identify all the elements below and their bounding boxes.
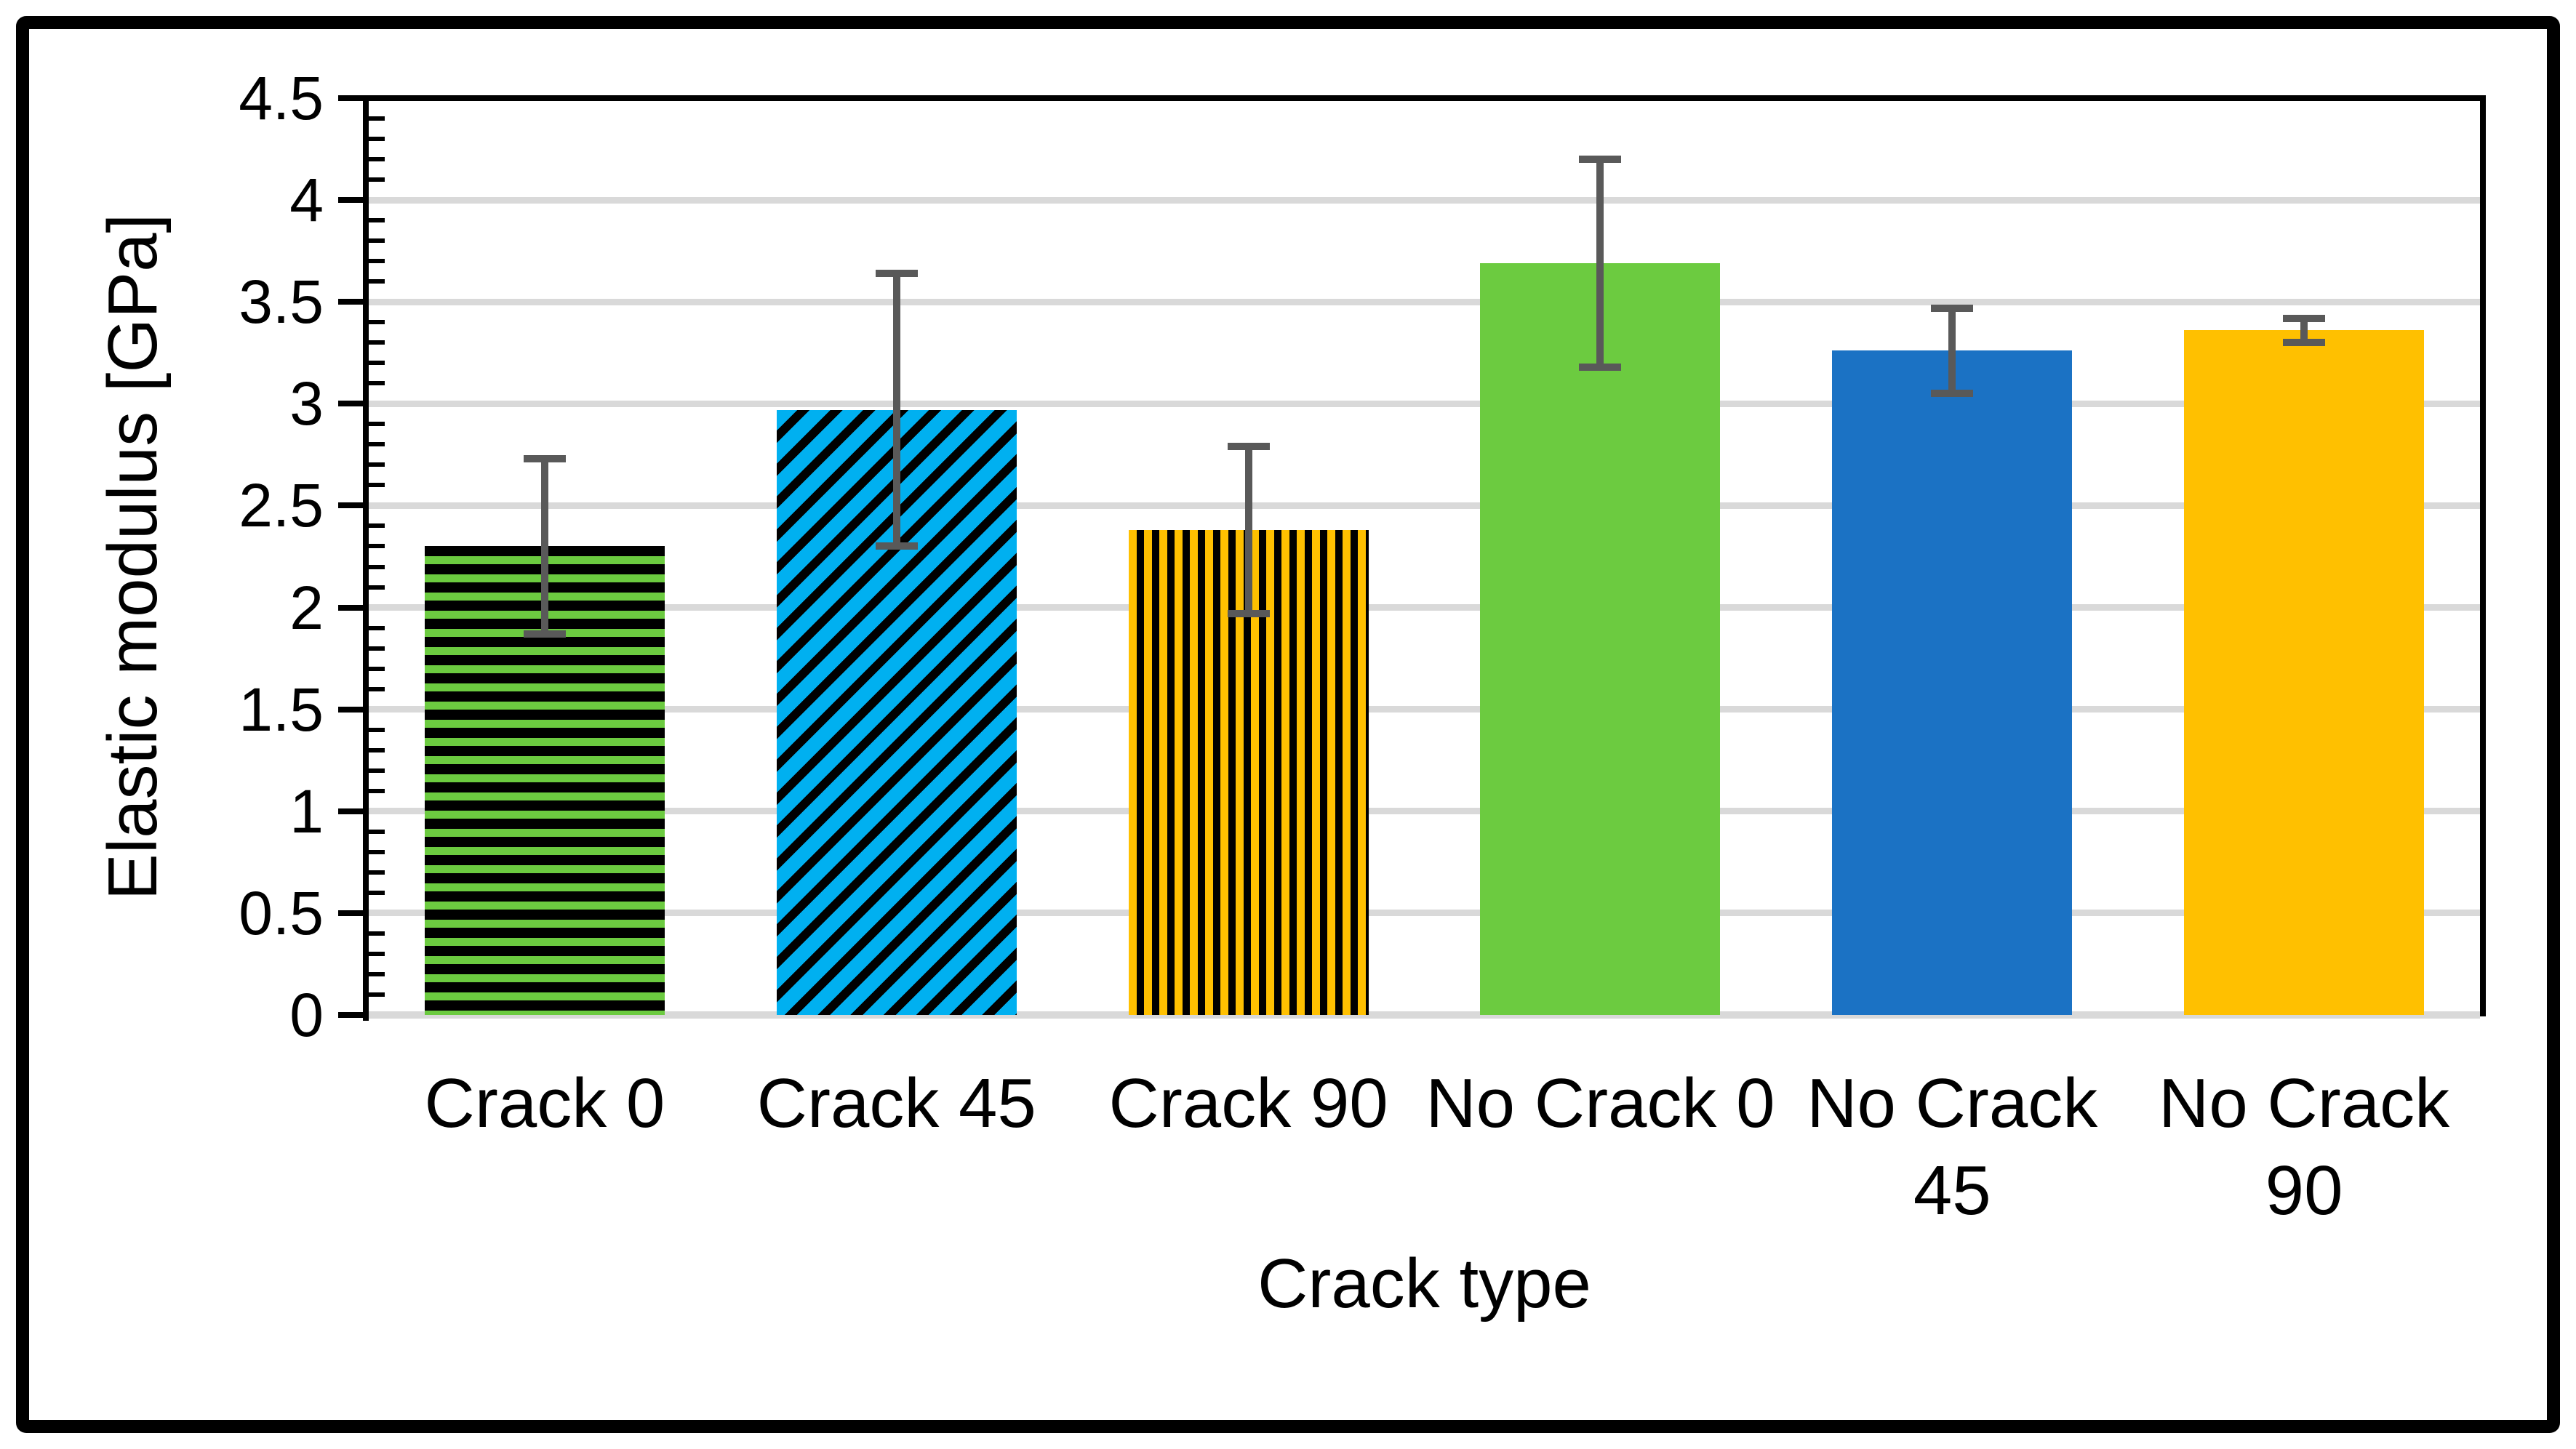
bar-no-crack-0 bbox=[1480, 262, 1721, 1015]
y-minor-tick bbox=[369, 361, 385, 366]
y-minor-tick bbox=[369, 992, 385, 997]
error-bar bbox=[1596, 157, 1604, 369]
y-major-tick bbox=[338, 95, 363, 101]
y-tick-label: 2 bbox=[289, 573, 324, 642]
y-minor-tick bbox=[369, 646, 385, 651]
y-minor-tick bbox=[369, 686, 385, 691]
y-minor-tick bbox=[369, 218, 385, 223]
y-minor-tick bbox=[369, 890, 385, 895]
y-major-tick bbox=[338, 604, 363, 611]
error-bar-cap-top bbox=[1931, 304, 1974, 312]
y-minor-tick bbox=[369, 625, 385, 630]
y-minor-tick bbox=[369, 116, 385, 121]
y-minor-tick bbox=[369, 849, 385, 854]
y-tick-label: 4 bbox=[289, 166, 324, 235]
y-minor-tick bbox=[369, 544, 385, 549]
y-tick-label: 3 bbox=[289, 369, 324, 438]
y-major-tick bbox=[338, 808, 363, 814]
error-bar bbox=[540, 457, 548, 636]
x-category-label: Crack 45 bbox=[756, 1064, 1036, 1142]
y-tick-label: 1 bbox=[289, 776, 324, 846]
gridline bbox=[369, 910, 2480, 917]
error-bar-cap-top bbox=[1579, 156, 1622, 164]
bar-no-crack-90 bbox=[2184, 330, 2425, 1015]
y-minor-tick bbox=[369, 585, 385, 590]
y-minor-tick bbox=[369, 523, 385, 529]
y-minor-tick bbox=[369, 483, 385, 488]
y-major-tick bbox=[338, 1012, 363, 1018]
y-minor-tick bbox=[369, 564, 385, 569]
x-category-label: No Crack 90 bbox=[2159, 1064, 2450, 1229]
error-bar-cap-top bbox=[875, 270, 918, 278]
y-minor-tick bbox=[369, 238, 385, 244]
error-bar bbox=[2300, 316, 2308, 345]
y-major-tick bbox=[338, 197, 363, 204]
error-bar-cap-bottom bbox=[523, 630, 566, 638]
y-axis-line bbox=[363, 95, 369, 1021]
y-minor-tick bbox=[369, 381, 385, 386]
gridline bbox=[369, 298, 2480, 305]
y-minor-tick bbox=[369, 177, 385, 182]
x-category-label: Crack 0 bbox=[424, 1064, 665, 1142]
plot-border-top bbox=[369, 95, 2486, 101]
y-minor-tick bbox=[369, 870, 385, 875]
y-minor-tick bbox=[369, 320, 385, 325]
y-minor-tick bbox=[369, 727, 385, 732]
y-minor-tick bbox=[369, 340, 385, 345]
y-tick-label: 0.5 bbox=[239, 878, 324, 947]
chart-outer-border bbox=[16, 16, 2560, 1433]
y-minor-tick bbox=[369, 422, 385, 427]
y-minor-tick bbox=[369, 157, 385, 162]
y-minor-tick bbox=[369, 666, 385, 671]
error-bar-cap-top bbox=[2283, 314, 2326, 322]
error-bar bbox=[1948, 305, 1956, 396]
y-major-tick bbox=[338, 299, 363, 305]
y-minor-tick bbox=[369, 931, 385, 936]
gridline bbox=[369, 400, 2480, 407]
error-bar-cap-bottom bbox=[2283, 339, 2326, 347]
error-bar-cap-top bbox=[1227, 443, 1270, 451]
x-category-label: No Crack 0 bbox=[1425, 1064, 1775, 1142]
plot-border-right bbox=[2480, 95, 2486, 1016]
y-minor-tick bbox=[369, 971, 385, 976]
x-category-label: Crack 90 bbox=[1108, 1064, 1388, 1142]
y-minor-tick bbox=[369, 259, 385, 264]
bar-no-crack-45 bbox=[1832, 350, 2073, 1015]
y-major-tick bbox=[338, 910, 363, 916]
x-category-label: No Crack 45 bbox=[1807, 1064, 2098, 1229]
x-axis-title: Crack type bbox=[1257, 1245, 1591, 1322]
gridline bbox=[369, 196, 2480, 204]
y-tick-label: 4.5 bbox=[239, 64, 324, 132]
y-tick-label: 3.5 bbox=[239, 268, 324, 337]
y-minor-tick bbox=[369, 462, 385, 467]
x-axis-line bbox=[369, 1011, 2480, 1019]
error-bar-cap-bottom bbox=[875, 542, 918, 550]
y-minor-tick bbox=[369, 137, 385, 142]
y-minor-tick bbox=[369, 279, 385, 284]
y-minor-tick bbox=[369, 442, 385, 447]
y-minor-tick bbox=[369, 829, 385, 834]
y-minor-tick bbox=[369, 768, 385, 773]
gridline bbox=[369, 604, 2480, 611]
y-major-tick bbox=[338, 401, 363, 407]
y-tick-label: 2.5 bbox=[239, 471, 324, 540]
error-bar-cap-bottom bbox=[1227, 609, 1270, 617]
y-major-tick bbox=[338, 706, 363, 713]
error-bar bbox=[1244, 444, 1252, 616]
y-tick-label: 0 bbox=[289, 981, 324, 1049]
error-bar-cap-bottom bbox=[1931, 390, 1974, 398]
y-tick-label: 1.5 bbox=[239, 675, 324, 744]
error-bar bbox=[892, 271, 900, 549]
gridline bbox=[369, 808, 2480, 815]
y-minor-tick bbox=[369, 747, 385, 752]
y-minor-tick bbox=[369, 788, 385, 793]
gridline bbox=[369, 706, 2480, 713]
y-major-tick bbox=[338, 502, 363, 509]
gridline bbox=[369, 502, 2480, 509]
error-bar-cap-top bbox=[523, 455, 566, 463]
error-bar-cap-bottom bbox=[1579, 363, 1622, 371]
y-minor-tick bbox=[369, 951, 385, 956]
